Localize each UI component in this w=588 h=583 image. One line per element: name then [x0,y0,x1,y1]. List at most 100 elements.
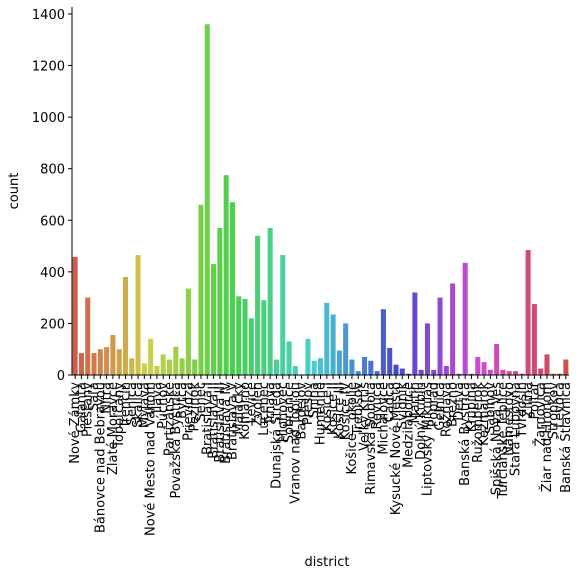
bar [91,353,97,375]
x-tick-label: Martin [408,382,423,423]
bar [368,360,374,375]
bar [399,368,405,375]
bar [450,283,456,375]
x-tick-label: Krupina [464,382,479,432]
x-tick-label: Kysucké Nové Mesto [389,382,404,515]
bar [217,228,223,375]
bar [72,256,78,375]
bar [148,338,154,375]
x-tick-label: Bratislava IV [219,382,234,464]
x-tick-label: Liptovský Mikuláš [420,382,435,496]
x-tick-label: Hlohovec [276,382,291,442]
bar [487,369,493,375]
x-tick-label: Medzilaborce [402,382,417,468]
bar [166,359,173,375]
x-tick-label: Žarnovica [533,382,549,447]
bar [185,288,191,375]
bar [248,318,254,375]
bar [443,365,449,375]
x-tick-label: Komárno [238,382,253,440]
x-tick-label: Humenné [314,382,329,445]
bar [550,373,556,375]
bar [525,249,531,375]
x-tick-label: Svidník [395,382,410,430]
x-tick-label: Bratislava II [207,382,222,459]
bar [229,202,235,375]
bar [110,335,116,375]
bar [255,235,261,375]
x-tick-label: Bratislava V [225,382,240,460]
x-tick-label: Stará Ľubovňa [509,382,524,476]
x-tick-label: Zvolen [251,382,266,426]
x-tick-label: Banská Bystrica [458,382,473,486]
y-tick-label: 0 [57,369,65,384]
bar [355,371,361,375]
bar [280,255,286,375]
y-axis-label: count [7,173,22,210]
x-tick-label: Šaľa [86,382,102,411]
bar [179,358,185,375]
x-tick-label: Vranov nad Topľou [288,382,303,504]
x-tick-label: Spišská Nová Ves [490,382,505,495]
x-tick-label: Trenčín [118,382,133,429]
bar [437,297,443,375]
y-tick-label: 400 [40,266,65,281]
bar [261,300,267,375]
bar [129,358,135,375]
bar [519,373,525,375]
x-tick-label: Bánovce nad Bebravou [93,382,108,533]
bar [456,373,462,375]
bar [236,296,242,375]
x-tick-label: Snina [307,382,322,418]
x-axis-label: district [305,555,350,570]
bar [380,309,386,375]
x-tick-label: Malacky [232,382,247,435]
bar [506,371,512,375]
y-tick-label: 800 [40,163,65,178]
bar [173,346,179,375]
bar [393,364,399,375]
x-tick-label: Skalica [131,382,146,428]
y-tick-label: 200 [40,317,65,332]
x-tick-label: Bratislava III [213,382,228,463]
x-tick-label: Rožňava [439,382,454,437]
x-tick-label: Prešov [301,382,316,425]
bar [468,373,475,375]
bar [387,347,393,375]
x-tick-label: Zlaté Moravce [106,382,121,475]
x-tick-label: Košice III [332,382,347,439]
x-tick-label: Nové Zámky [68,382,83,464]
bar [557,373,563,375]
x-tick-label: Senica [125,382,140,425]
x-tick-label: Košice - okolie [345,382,360,475]
x-tick-label: Detva [452,382,467,421]
bar [343,323,349,375]
x-tick-label: Brezno [446,382,461,427]
x-tick-label: Michalovce [376,382,391,455]
x-tick-label: Žilina [520,382,536,418]
bar [242,298,248,375]
x-tick-label: Galanta [74,382,89,433]
x-tick-label: Sobrance [282,382,297,443]
x-tick-label: Myjava [137,382,152,428]
x-tick-label: Partizánske [163,382,178,456]
bar [267,228,273,375]
x-tick-label: Bratislava I [200,382,215,455]
bar [500,369,506,375]
bar [292,365,298,375]
x-tick-label: Banská Štiavnica [558,382,574,493]
x-tick-label: Košice IV [339,382,354,440]
x-tick-label: Revúca [370,382,385,430]
x-tick-label: Poltár [527,381,542,419]
bar [311,360,317,375]
bar [204,24,210,376]
bar [362,356,368,375]
x-tick-label: Nitra [100,382,115,414]
bar [160,354,166,375]
bar [336,350,342,375]
x-tick-label: Trebišov [351,382,366,437]
x-tick-label: Košice I [320,382,335,431]
x-tick-label: Gelnica [433,382,448,431]
bar [330,314,336,375]
